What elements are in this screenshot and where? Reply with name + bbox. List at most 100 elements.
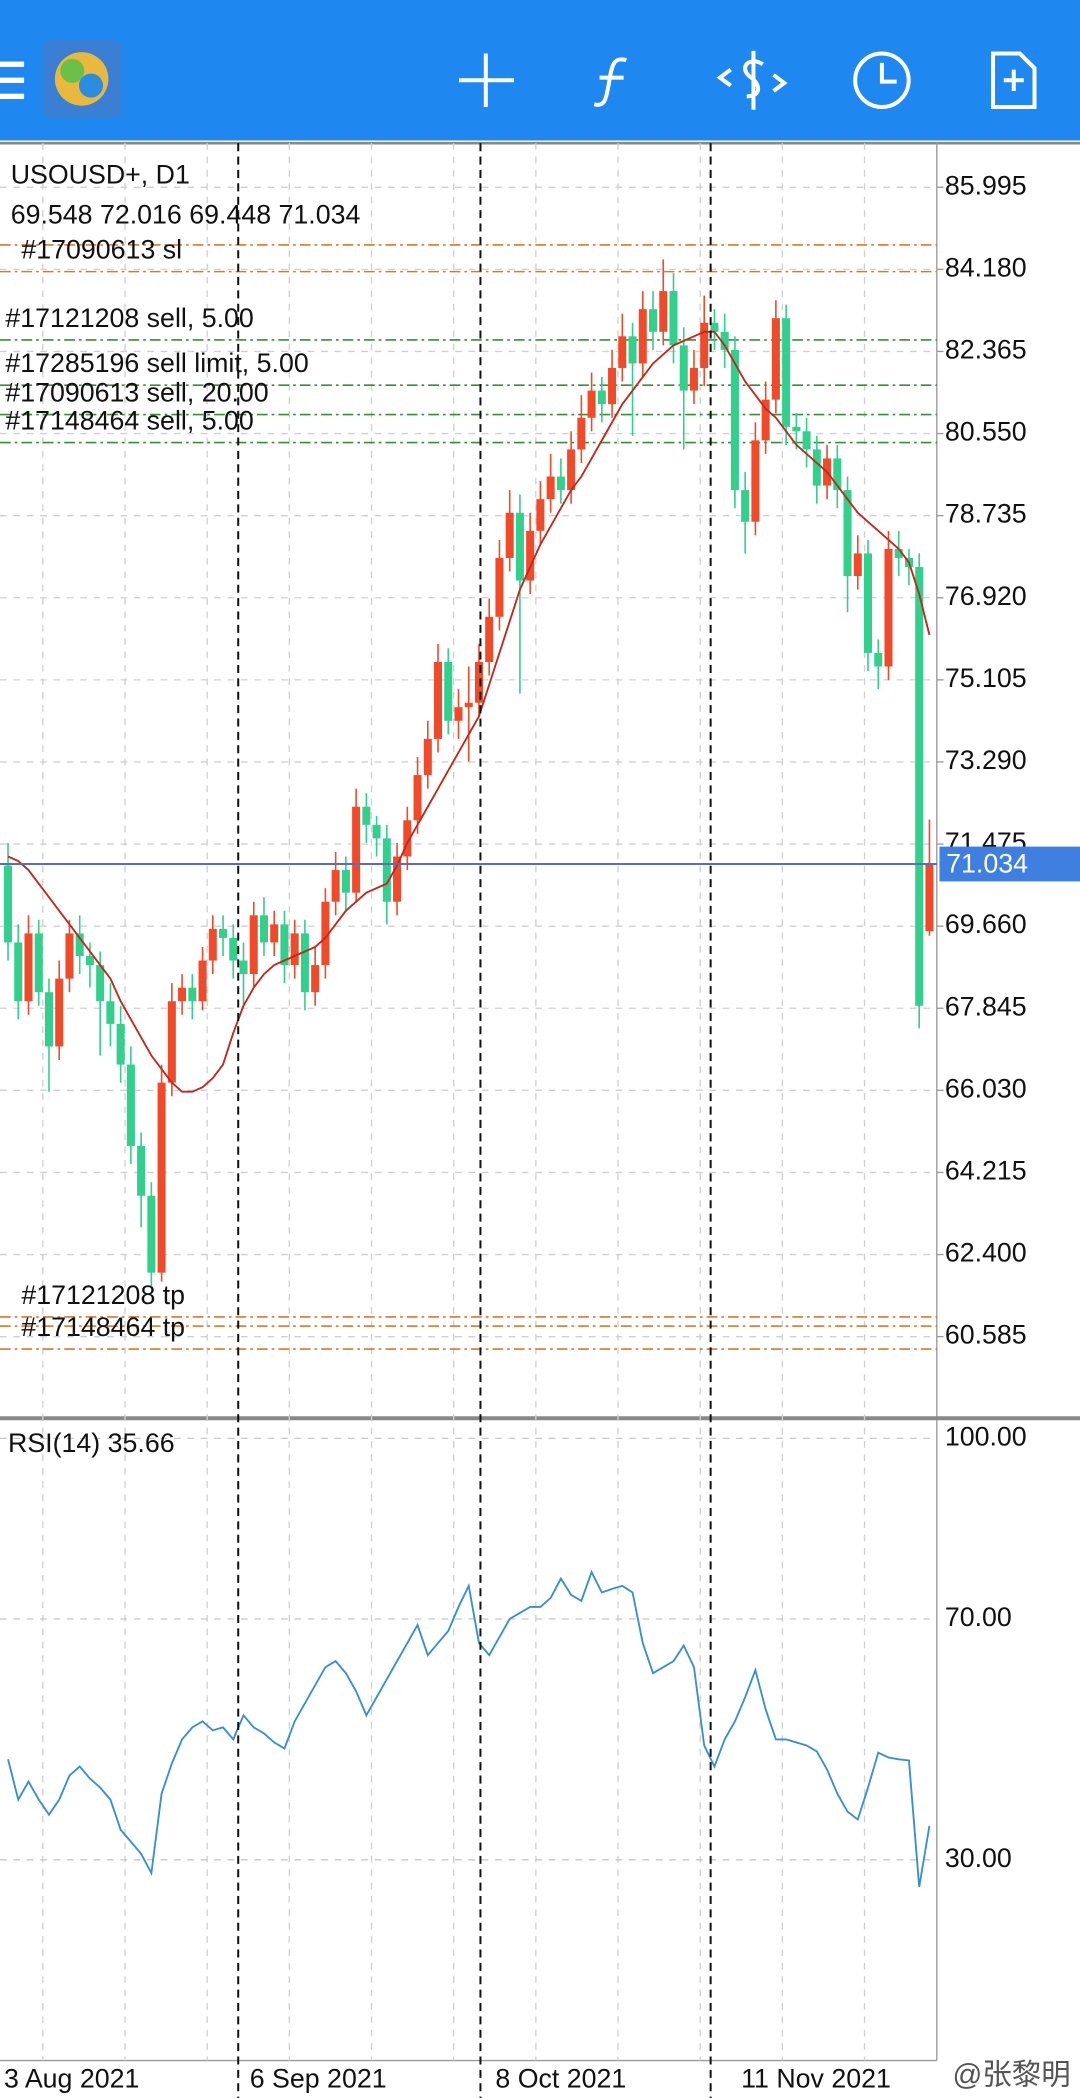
candle-body <box>730 349 739 491</box>
order-label: #17090613 sell, 20.00 <box>5 378 268 408</box>
rsi-label: RSI(14) 35.66 <box>8 1428 175 1458</box>
indicators-button[interactable] <box>593 57 627 107</box>
candle-body <box>689 367 698 391</box>
candle-body <box>393 856 402 902</box>
crosshair-button[interactable] <box>459 53 514 108</box>
rsi-tick-label: 100.00 <box>945 1421 1027 1451</box>
candle-body <box>44 992 53 1047</box>
candle-body <box>863 553 873 653</box>
vertical-grid <box>42 143 866 2061</box>
rsi-line <box>7 1569 931 1888</box>
app-logo[interactable] <box>42 40 122 118</box>
y-tick-label: 69.660 <box>945 909 1027 939</box>
menu-button[interactable] <box>0 61 25 100</box>
trade-button[interactable] <box>716 50 788 110</box>
close-value: 71.034 <box>279 200 361 230</box>
candle-body <box>782 318 791 427</box>
candle-body <box>321 901 330 966</box>
candle-body <box>771 318 780 400</box>
candle-body <box>915 567 924 1006</box>
x-tick-label: 11 Nov 2021 <box>741 2064 891 2094</box>
overlay-labels: USOUSD+, D1 69.548 72.016 69.448 71.034 … <box>8 160 1071 2092</box>
order-label: #17148464 sell, 5.00 <box>5 406 253 436</box>
candle-body <box>106 1001 115 1024</box>
candle-body <box>679 345 688 391</box>
ohlc-label: 69.548 72.016 69.448 71.034 <box>11 200 361 230</box>
candle-body <box>474 661 483 703</box>
period-separators <box>237 143 712 2098</box>
candle-body <box>802 431 811 450</box>
candle-body <box>700 322 709 368</box>
candle-body <box>413 775 422 821</box>
y-tick-label: 80.550 <box>945 417 1027 447</box>
candle-body <box>4 865 13 943</box>
y-tick-label: 62.400 <box>945 1238 1027 1268</box>
candle-body <box>96 965 105 1002</box>
candle-body <box>792 426 801 432</box>
candle-body <box>556 476 565 491</box>
y-tick-label: 73.290 <box>945 745 1027 775</box>
candle-body <box>505 512 514 558</box>
candle-body <box>188 987 197 1002</box>
candle-body <box>761 399 770 441</box>
candle-body <box>659 291 668 332</box>
y-tick-label: 64.215 <box>945 1156 1027 1186</box>
order-label: #17121208 sell, 5.00 <box>5 303 253 333</box>
rsi-name: RSI(14) <box>8 1428 100 1458</box>
candle-body <box>372 824 381 839</box>
order-label: #17285196 sell limit, 5.00 <box>5 348 308 378</box>
candle-body <box>239 960 248 975</box>
candle-body <box>812 449 821 486</box>
candle-body <box>485 616 494 662</box>
candle-body <box>65 933 74 979</box>
candle-body <box>495 557 504 617</box>
candle-body <box>75 933 84 957</box>
candle-body <box>628 336 637 364</box>
candle-body <box>198 960 207 1002</box>
candle-body <box>126 1064 135 1146</box>
x-tick-label: 3 Aug 2021 <box>4 2064 139 2094</box>
candle-body <box>833 458 842 491</box>
y-tick-label: 75.105 <box>945 663 1027 693</box>
candle-body <box>116 1023 125 1065</box>
y-tick-label: 82.365 <box>945 335 1027 365</box>
candle-body <box>280 924 289 966</box>
candle-body <box>423 738 432 776</box>
y-tick-label: 84.180 <box>945 252 1027 282</box>
y-tick-label: 60.585 <box>945 1320 1027 1350</box>
candle-body <box>219 928 228 938</box>
candle-body <box>710 322 719 332</box>
candle-body <box>894 548 903 558</box>
candle-body <box>311 965 320 993</box>
candle-body <box>526 530 535 581</box>
open-value: 69.548 <box>11 200 93 230</box>
candle-body <box>649 309 658 332</box>
candle-body <box>608 367 617 405</box>
low-value: 69.448 <box>189 200 271 230</box>
rsi-tick-label: 30.00 <box>945 1843 1012 1873</box>
candle-body <box>618 336 627 368</box>
candle-body <box>853 553 862 577</box>
candle-body <box>331 870 340 902</box>
candle-body <box>751 440 760 522</box>
candle-body <box>55 978 64 1047</box>
candle-body <box>352 806 361 893</box>
candle-body <box>167 1001 176 1083</box>
candle-body <box>546 476 555 500</box>
candle-body <box>270 924 279 943</box>
candle-body <box>34 933 43 993</box>
rsi-value: 35.66 <box>108 1428 175 1458</box>
candle-body <box>229 937 238 961</box>
moving-average <box>7 330 931 1093</box>
candle-body <box>208 928 217 961</box>
candle-body <box>464 702 473 708</box>
candle-body <box>434 661 443 739</box>
y-tick-label: 78.735 <box>945 499 1027 529</box>
candle-body <box>290 933 299 966</box>
history-button[interactable] <box>853 51 911 110</box>
candle-body <box>884 548 893 667</box>
new-order-button[interactable] <box>991 51 1037 110</box>
candle-body <box>157 1082 166 1273</box>
candle-body <box>536 499 545 531</box>
